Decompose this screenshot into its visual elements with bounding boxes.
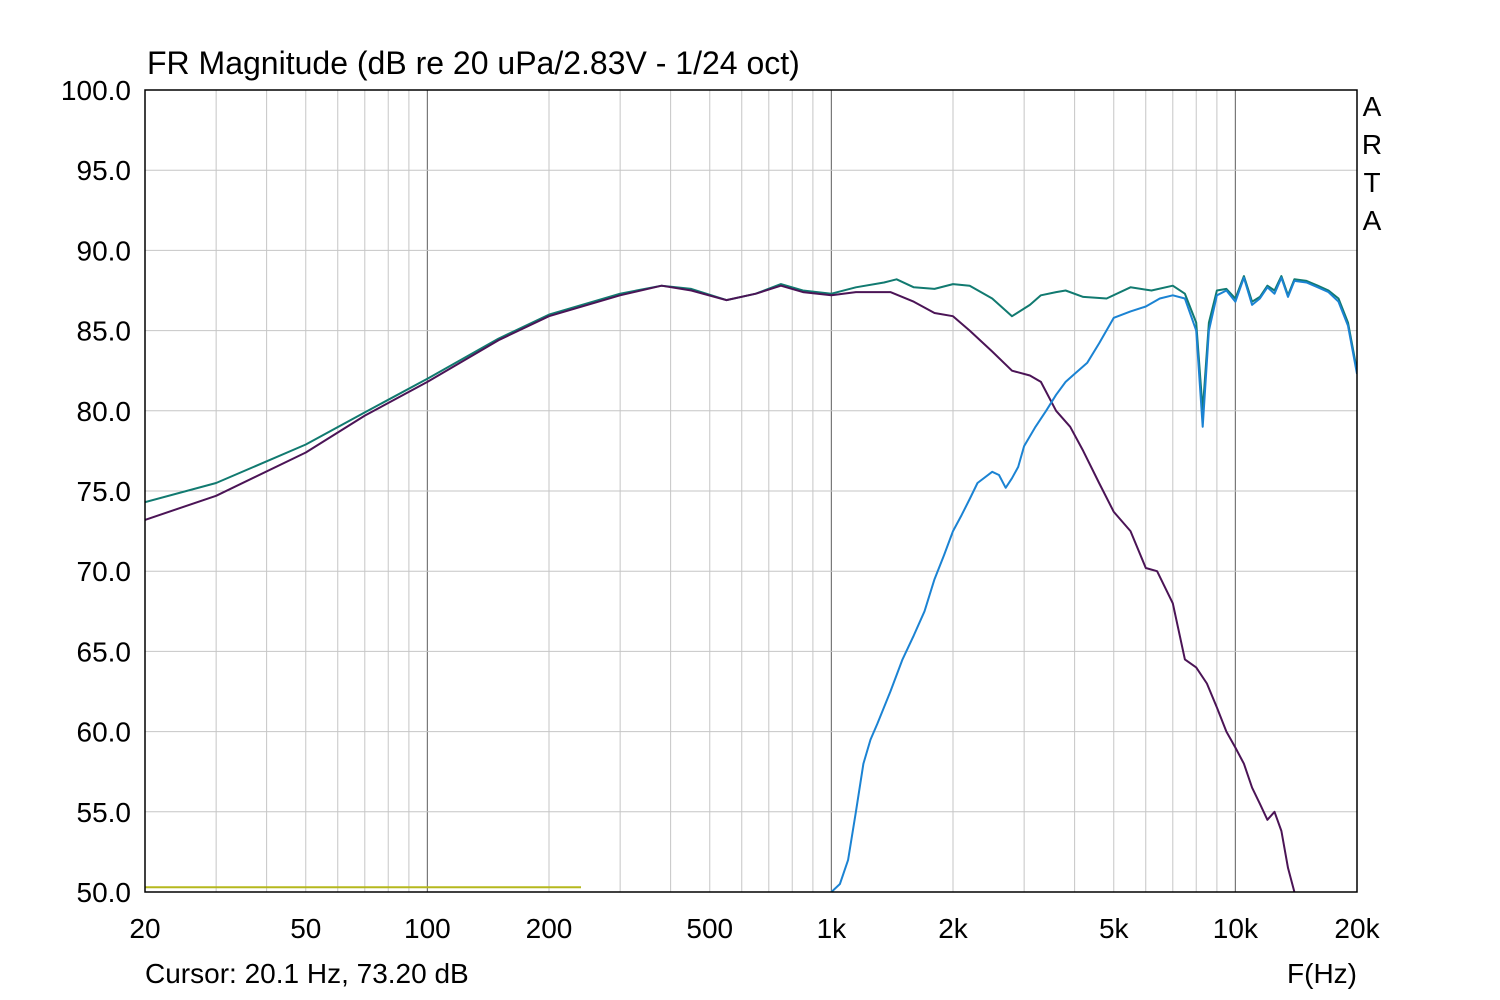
x-tick-labels: 20 50 100 200 500 1k 2k 5k 10k 20k	[129, 913, 1380, 944]
series-line-2	[145, 284, 1296, 893]
x-tick-label: 100	[404, 913, 451, 944]
y-tick-label: 55.0	[77, 797, 132, 828]
y-tick-label: 100.0	[61, 75, 131, 106]
y-tick-label: 60.0	[77, 717, 132, 748]
y-tick-label: 90.0	[77, 235, 132, 266]
y-tick-labels: 100.0 95.0 90.0 85.0 80.0 75.0 70.0 65.0 60.0 55.…	[61, 75, 131, 908]
x-tick-label: 200	[526, 913, 573, 944]
x-tick-label: 5k	[1099, 913, 1130, 944]
y-tick-label: 70.0	[77, 556, 132, 587]
y-tick-label: 50.0	[77, 877, 132, 908]
chart-title: FR Magnitude (dB re 20 uPa/2.83V - 1/24 …	[147, 45, 800, 81]
y-tick-label: 85.0	[77, 316, 132, 347]
y-tick-label: 80.0	[77, 396, 132, 427]
x-tick-label: 2k	[938, 913, 969, 944]
brand-letter: A	[1363, 91, 1382, 122]
cursor-readout: Cursor: 20.1 Hz, 73.20 dB	[145, 958, 469, 989]
brand-letter: T	[1363, 167, 1380, 198]
y-tick-label: 75.0	[77, 476, 132, 507]
y-tick-label: 65.0	[77, 636, 132, 667]
brand-letter: A	[1363, 205, 1382, 236]
series-line-3	[830, 276, 1357, 893]
y-tick-label: 95.0	[77, 155, 132, 186]
x-tick-label: 500	[686, 913, 733, 944]
x-tick-label: 1k	[817, 913, 848, 944]
brand-letter: R	[1362, 129, 1382, 160]
series-line-1	[145, 275, 1357, 504]
x-tick-label: 20	[129, 913, 160, 944]
x-tick-label: 20k	[1334, 913, 1380, 944]
x-tick-label: 10k	[1213, 913, 1259, 944]
series-lines	[145, 275, 1357, 893]
x-axis-label: F(Hz)	[1287, 958, 1357, 989]
x-tick-label: 50	[290, 913, 321, 944]
plot-frame	[144, 89, 1358, 893]
grid	[145, 90, 1357, 892]
